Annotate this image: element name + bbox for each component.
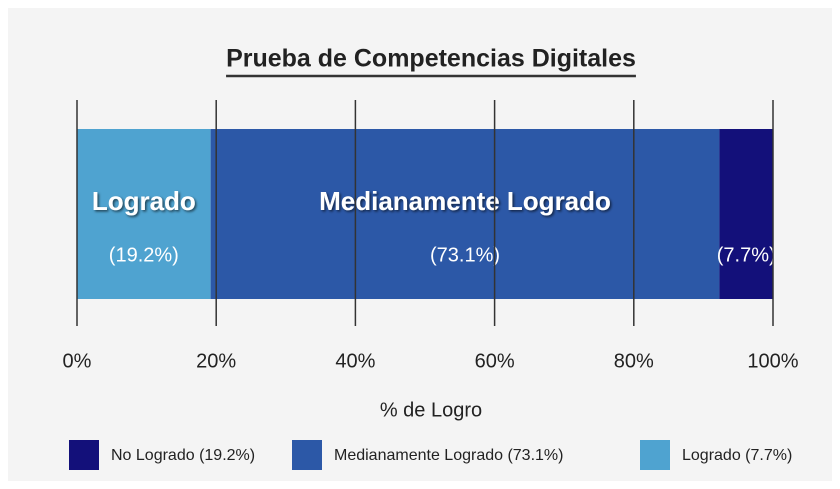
value-label: (19.2%) xyxy=(109,244,179,266)
segment-name: Medianamente Logrado xyxy=(319,186,611,216)
x-tick-label: 40% xyxy=(335,350,375,372)
value-label: (73.1%) xyxy=(430,244,500,266)
value-label: (7.7%) xyxy=(717,244,776,266)
legend-swatch xyxy=(292,440,322,470)
legend-label: Logrado (7.7%) xyxy=(682,447,792,464)
segment-name: Logrado xyxy=(92,186,196,216)
x-tick-label: 20% xyxy=(196,350,236,372)
x-tick-label: 100% xyxy=(747,350,798,372)
x-axis-label: % de Logro xyxy=(380,399,482,421)
bar-segment xyxy=(210,129,720,299)
x-tick-label: 80% xyxy=(614,350,654,372)
chart-title: Prueba de Competencias Digitales xyxy=(226,45,636,73)
legend-label: Medianamente Logrado (73.1%) xyxy=(334,447,563,464)
legend-label: No Logrado (19.2%) xyxy=(111,447,255,464)
bar-segment xyxy=(719,129,773,299)
x-tick-label: 0% xyxy=(63,350,92,372)
legend-swatch xyxy=(69,440,99,470)
bar-segment xyxy=(77,129,211,299)
legend-swatch xyxy=(640,440,670,470)
x-tick-label: 60% xyxy=(475,350,515,372)
